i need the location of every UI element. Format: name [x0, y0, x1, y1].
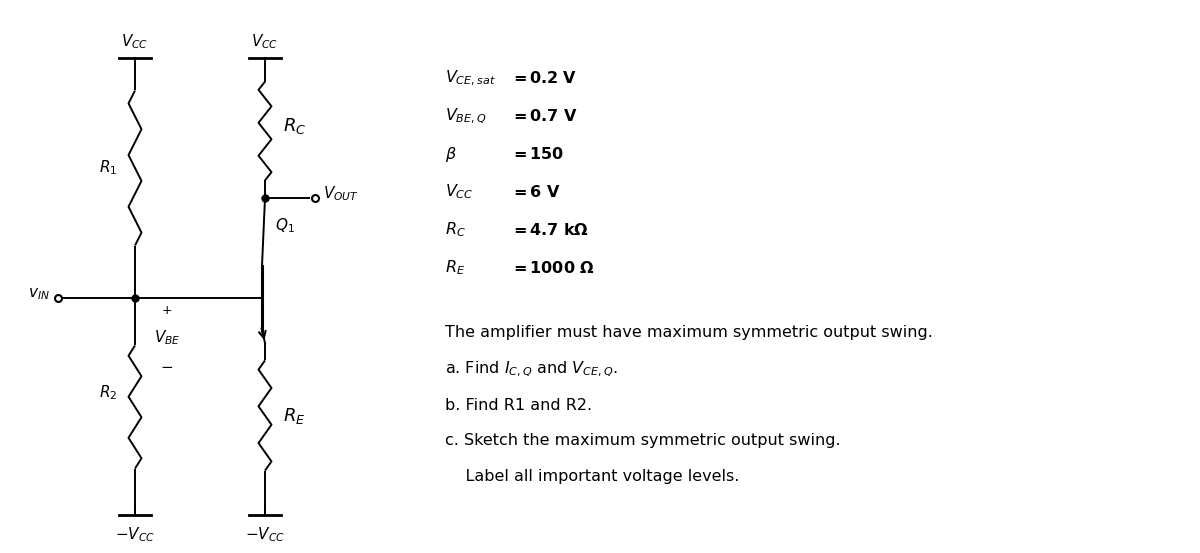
Text: $R_C$: $R_C$ — [445, 221, 466, 239]
Text: $V_{CC}$: $V_{CC}$ — [121, 32, 149, 51]
Text: $\mathbf{= 0.2\ V}$: $\mathbf{= 0.2\ V}$ — [505, 70, 577, 86]
Text: The amplifier must have maximum symmetric output swing.: The amplifier must have maximum symmetri… — [445, 326, 932, 341]
Text: a. Find $I_{C,Q}$ and $V_{CE,Q}$.: a. Find $I_{C,Q}$ and $V_{CE,Q}$. — [445, 359, 618, 379]
Text: $Q_1$: $Q_1$ — [275, 217, 295, 236]
Text: $\mathbf{= 6\ V}$: $\mathbf{= 6\ V}$ — [505, 184, 560, 200]
Text: Label all important voltage levels.: Label all important voltage levels. — [445, 469, 739, 484]
Text: $\mathbf{= 150}$: $\mathbf{= 150}$ — [505, 146, 564, 162]
Text: $\mathbf{= 1000\ \Omega}$: $\mathbf{= 1000\ \Omega}$ — [505, 260, 594, 276]
Text: $\mathbf{= 4.7\ k\Omega}$: $\mathbf{= 4.7\ k\Omega}$ — [505, 222, 589, 238]
Text: $R_1$: $R_1$ — [98, 159, 118, 178]
Text: $V_{BE}$: $V_{BE}$ — [154, 328, 180, 347]
Text: $R_E$: $R_E$ — [445, 259, 466, 278]
Text: $-$: $-$ — [161, 358, 174, 373]
Text: $-V_{CC}$: $-V_{CC}$ — [115, 525, 155, 544]
Text: c. Sketch the maximum symmetric output swing.: c. Sketch the maximum symmetric output s… — [445, 434, 841, 448]
Text: $R_2$: $R_2$ — [98, 384, 118, 403]
Text: $-V_{CC}$: $-V_{CC}$ — [245, 525, 286, 544]
Text: $V_{BE,Q}$: $V_{BE,Q}$ — [445, 106, 487, 126]
Text: $v_{IN}$: $v_{IN}$ — [28, 286, 50, 302]
Text: +: + — [162, 304, 173, 316]
Text: $R_E$: $R_E$ — [283, 405, 306, 425]
Text: $V_{OUT}$: $V_{OUT}$ — [323, 185, 359, 204]
Text: b. Find R1 and R2.: b. Find R1 and R2. — [445, 398, 592, 413]
Text: $V_{CE,sat}$: $V_{CE,sat}$ — [445, 69, 496, 87]
Text: $R_C$: $R_C$ — [283, 116, 306, 136]
Text: $\mathbf{= 0.7\ V}$: $\mathbf{= 0.7\ V}$ — [505, 108, 577, 124]
Text: $V_{CC}$: $V_{CC}$ — [445, 182, 474, 201]
Text: $V_{CC}$: $V_{CC}$ — [251, 32, 278, 51]
Text: $\beta$: $\beta$ — [445, 144, 457, 164]
